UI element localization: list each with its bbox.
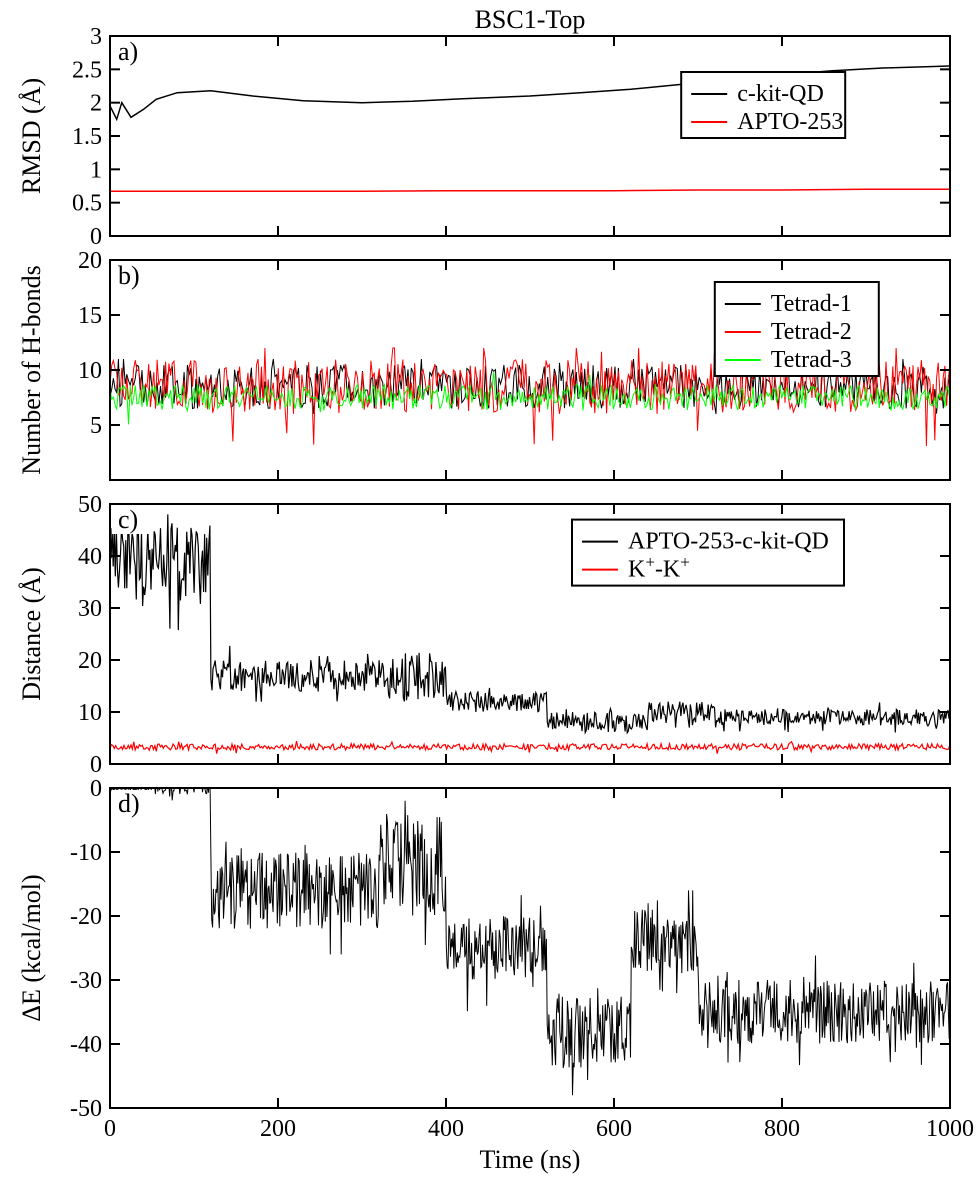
ytick-label: 20 [78, 648, 102, 674]
legend-a: c-kit-QDAPTO-253 [681, 72, 845, 138]
legend-b: Tetrad-1Tetrad-2Tetrad-3 [715, 282, 879, 376]
panel-letter: c) [118, 505, 138, 534]
xtick-label: 200 [260, 1116, 296, 1142]
ytick-label: 2.5 [72, 57, 102, 83]
ytick-label: 10 [78, 700, 102, 726]
xtick-label: 600 [596, 1116, 632, 1142]
ytick-label: 15 [78, 303, 102, 329]
ylabel-a: RMSD (Å) [17, 78, 46, 194]
ylabel-c: Distance (Å) [17, 567, 46, 701]
ytick-label: 5 [90, 413, 102, 439]
ytick-label: 40 [78, 544, 102, 570]
ytick-label: 0 [90, 752, 102, 778]
ytick-label: 3 [90, 24, 102, 50]
ytick-label: -40 [70, 1032, 102, 1058]
xtick-label: 800 [764, 1116, 800, 1142]
ytick-label: 50 [78, 492, 102, 518]
ytick-label: 20 [78, 248, 102, 274]
ytick-label: 10 [78, 358, 102, 384]
chart-title: BSC1-Top [475, 5, 586, 34]
panel-letter: d) [118, 789, 140, 818]
xtick-label: 400 [428, 1116, 464, 1142]
xtick-label: 1000 [926, 1116, 974, 1142]
legend-label: Tetrad-1 [771, 291, 852, 317]
ylabel-d: ΔE (kcal/mol) [17, 874, 46, 1021]
ytick-label: 1 [90, 157, 102, 183]
ytick-label: -10 [70, 840, 102, 866]
legend-label: Tetrad-3 [771, 347, 852, 373]
legend-label: Tetrad-2 [771, 319, 852, 345]
panel-letter: b) [118, 261, 140, 290]
ytick-label: 1.5 [72, 124, 102, 150]
legend-label: APTO-253-c-kit-QD [628, 529, 829, 555]
legend-c: APTO-253-c-kit-QDK+-K+ [572, 520, 844, 586]
ylabel-b: Number of H-bonds [17, 265, 46, 474]
xtick-label: 0 [104, 1116, 116, 1142]
ytick-label: -50 [70, 1096, 102, 1122]
legend-label: c-kit-QD [737, 81, 824, 107]
legend-label: APTO-253 [737, 109, 843, 135]
ytick-label: 0 [90, 224, 102, 250]
ytick-label: 30 [78, 596, 102, 622]
ytick-label: 0.5 [72, 191, 102, 217]
ytick-label: 2 [90, 91, 102, 117]
ytick-label: -30 [70, 968, 102, 994]
xlabel: Time (ns) [480, 1145, 581, 1174]
ytick-label: -20 [70, 904, 102, 930]
panel-letter: a) [118, 37, 138, 66]
ytick-label: 0 [90, 776, 102, 802]
